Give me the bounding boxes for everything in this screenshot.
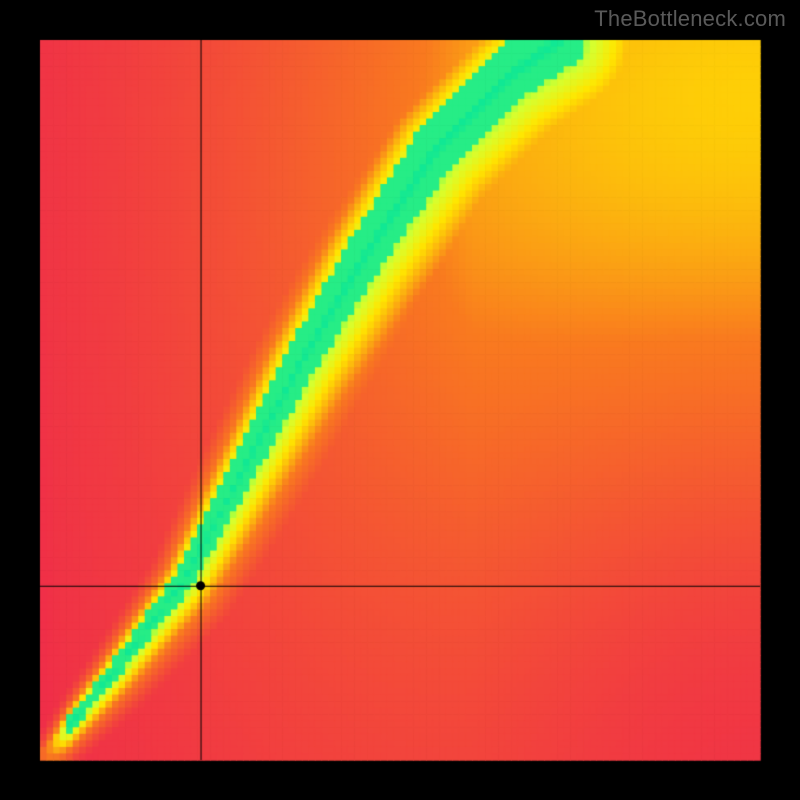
watermark-text: TheBottleneck.com [594,6,786,32]
bottleneck-heatmap [0,0,800,800]
